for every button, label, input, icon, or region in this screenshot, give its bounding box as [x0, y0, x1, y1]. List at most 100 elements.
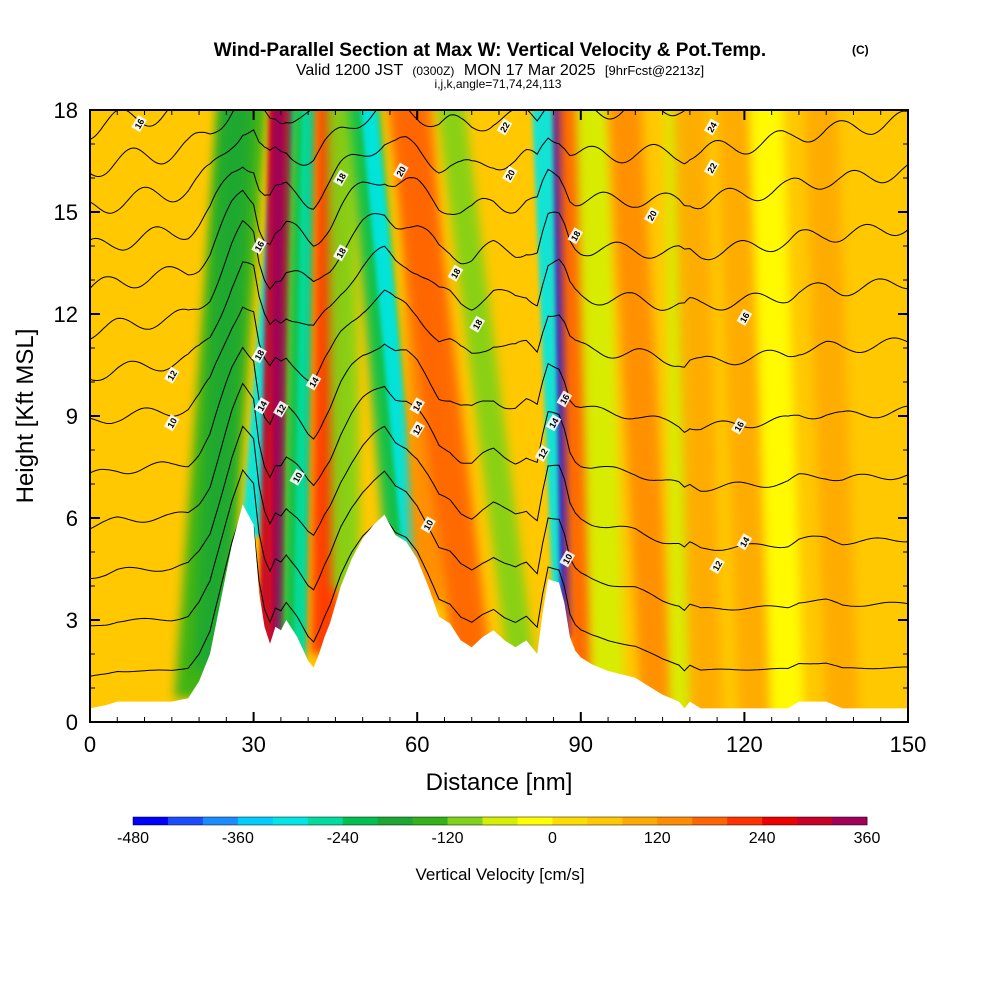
contour-label-text: 22 [705, 161, 719, 175]
colorbar-label: Vertical Velocity [cm/s] [415, 865, 584, 884]
colorbar-swatch [307, 817, 344, 825]
contour-label-text: 16 [253, 239, 267, 253]
contour-label-bg [289, 468, 306, 486]
x-tick-label: 0 [84, 732, 96, 757]
contour-label: 16 [251, 237, 267, 255]
x-tick-label: 150 [890, 732, 927, 757]
contour-label: 16 [556, 390, 573, 408]
contour-label-text: 10 [165, 416, 179, 430]
title-mark: (C) [852, 43, 869, 57]
y-axis-label: Height [Kft MSL] [12, 329, 39, 504]
x-tick-label: 120 [726, 732, 763, 757]
contour-label: 20 [392, 162, 409, 180]
contour-label-text: 24 [705, 120, 719, 134]
contour-label: 18 [447, 264, 464, 282]
contour-label-bg [163, 366, 180, 384]
contour-label-bg [703, 118, 720, 136]
contour-label: 20 [502, 166, 518, 184]
colorbar-swatch [202, 817, 239, 825]
velocity-band [804, 110, 859, 722]
colorbar-swatch [587, 817, 623, 825]
contour-label: 24 [703, 118, 720, 136]
contour-label-text: 14 [411, 399, 425, 413]
colorbar-tick-label: -480 [117, 830, 149, 847]
contour-label-bg [131, 115, 147, 133]
colorbar-tick-label: 0 [548, 830, 557, 847]
contour-label-text: 12 [711, 559, 725, 573]
y-tick-label: 12 [54, 302, 78, 327]
contour-label-bg [251, 237, 267, 255]
colorbar-tick-label: 120 [644, 830, 671, 847]
contour-label-text: 20 [645, 209, 659, 223]
y-tick-label: 18 [54, 98, 78, 123]
colorbar-swatch [622, 817, 658, 825]
contour-label: 22 [703, 159, 720, 177]
contour-label-text: 16 [738, 311, 752, 325]
contour-label-bg [447, 264, 464, 282]
colorbar-tick-label: 240 [749, 830, 776, 847]
subtitle-date: MON 17 Mar 2025 [464, 62, 596, 79]
contour-label: 18 [567, 227, 584, 245]
colorbar-tick-label: -120 [432, 830, 464, 847]
contour-label-bg [556, 390, 573, 408]
contour-label: 20 [643, 206, 660, 224]
contour-label: 18 [251, 346, 267, 364]
contour-labels: 10 12 16 16 18 14 12 14 10 18 18 20 14 12 10 18 18 22 20 12… [131, 115, 753, 575]
velocity-band [608, 110, 674, 709]
contour-label-text: 10 [561, 552, 575, 566]
contour-label: 14 [545, 414, 562, 432]
velocity-band [717, 110, 772, 722]
contour-label-bg [703, 159, 720, 177]
contour-label-bg [469, 315, 486, 333]
x-axis-label: Distance [nm] [426, 769, 573, 796]
contour-label: 10 [420, 516, 436, 534]
contour-label-bg [534, 444, 551, 462]
contour-label: 12 [163, 366, 180, 384]
theta-contour-line [90, 382, 908, 530]
contour-label-bg [567, 227, 584, 245]
contour-label: 10 [163, 414, 180, 432]
colorbar-swatch [832, 817, 868, 825]
contour-label-text: 16 [732, 420, 746, 434]
velocity-bands [174, 110, 859, 722]
theta-contour-line [90, 425, 908, 579]
contour-label: 10 [289, 468, 306, 486]
contour-label-text: 14 [738, 535, 752, 549]
contour-label-text: 10 [422, 518, 436, 532]
contour-label: 12 [409, 421, 426, 439]
colorbar-swatch [657, 817, 693, 825]
velocity-band [388, 110, 491, 665]
contour-label: 16 [131, 115, 147, 133]
y-tick-label: 15 [54, 200, 78, 225]
chart-title: Wind-Parallel Section at Max W: Vertical… [214, 40, 766, 61]
colorbar-swatch [727, 817, 763, 825]
colorbar-swatch [167, 817, 204, 825]
colorbar-swatch [482, 817, 518, 825]
x-tick-label: 30 [241, 732, 265, 757]
colorbar: -480 -360 -240 -120 0 120 240 360 [117, 816, 880, 847]
velocity-band [272, 110, 284, 646]
velocity-band [437, 110, 535, 661]
contour-label-bg [409, 397, 426, 415]
contour-label-text: 12 [536, 447, 550, 461]
contour-label-text: 18 [449, 267, 463, 281]
contour-label-bg [559, 550, 576, 568]
contour-label-bg [253, 397, 270, 415]
contour-label-bg [409, 421, 426, 439]
theta-contour-line [90, 164, 908, 289]
contour-label-text: 12 [274, 403, 288, 417]
contour-label-bg [333, 244, 349, 262]
contour-label-bg [420, 516, 436, 534]
contour-label-text: 10 [291, 471, 305, 485]
x-tick-label: 90 [569, 732, 593, 757]
colorbar-swatch [517, 817, 553, 825]
terrain [90, 504, 908, 722]
colorbar-tick-label: -360 [222, 830, 254, 847]
theta-contour-line [90, 468, 908, 627]
subtitle-valid: Valid 1200 JST [296, 62, 404, 79]
contour-label-text: 14 [547, 416, 561, 430]
contour-label-text: 14 [307, 375, 321, 389]
contour-label: 16 [736, 308, 753, 326]
colorbar-swatch [797, 817, 833, 825]
